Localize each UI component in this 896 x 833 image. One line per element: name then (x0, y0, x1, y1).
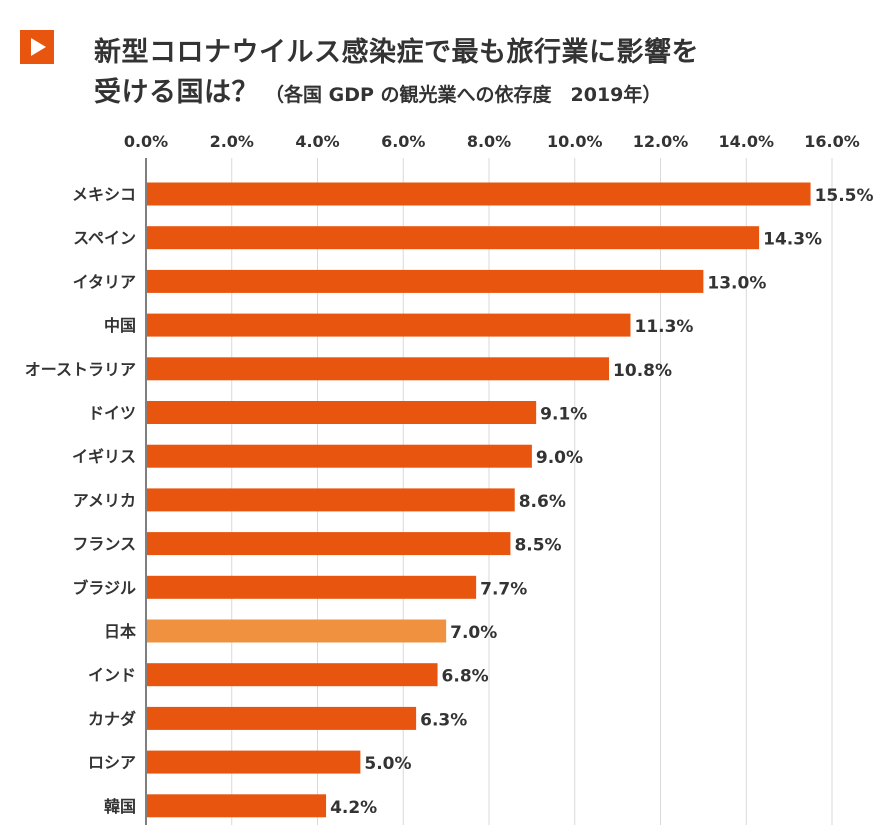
bar (147, 269, 704, 293)
bar (147, 663, 438, 687)
category-label: イギリス (72, 447, 136, 466)
bar (147, 401, 537, 424)
bar (147, 794, 327, 818)
bar (147, 619, 447, 643)
data-label: 10.8% (613, 361, 672, 381)
data-label: 8.5% (514, 536, 561, 556)
data-label: 9.0% (536, 448, 583, 468)
category-label: インド (88, 666, 136, 685)
play-icon (20, 30, 54, 64)
bar (147, 750, 361, 774)
x-tick-label: 12.0% (633, 132, 689, 151)
x-tick-label: 10.0% (547, 132, 603, 151)
chart-title-main: 受ける国は？ (94, 77, 259, 108)
bar (147, 357, 610, 381)
category-label: カナダ (88, 709, 136, 728)
bar (147, 532, 511, 556)
bar (147, 226, 760, 250)
chart-title-line2: 受ける国は？ （各国 GDP の観光業への依存度 2019年） (94, 70, 661, 109)
category-label: 中国 (104, 316, 136, 335)
data-label: 11.3% (634, 317, 693, 337)
category-label: イタリア (73, 272, 136, 291)
chart-header: 新型コロナウイルス感染症で最も旅行業に影響を 受ける国は？ （各国 GDP の観光… (20, 18, 880, 108)
category-label: ロシア (88, 753, 136, 772)
bar (147, 706, 417, 730)
x-tick-label: 16.0% (804, 132, 860, 151)
data-label: 15.5% (815, 186, 874, 206)
bar (147, 575, 477, 599)
data-label: 7.0% (450, 623, 497, 643)
category-label: ブラジル (72, 578, 136, 597)
data-label: 13.0% (707, 273, 766, 293)
category-label: オーストラリア (25, 360, 136, 379)
bar (147, 488, 515, 512)
x-tick-label: 6.0% (381, 132, 425, 151)
x-tick-label: 4.0% (295, 132, 339, 151)
category-label: 韓国 (104, 797, 136, 816)
data-label: 4.2% (330, 798, 377, 818)
category-label: メキシコ (72, 185, 136, 204)
category-label: 日本 (104, 622, 136, 641)
data-label: 14.3% (763, 230, 822, 250)
bar (147, 313, 631, 337)
data-label: 5.0% (364, 754, 411, 774)
category-label: スペイン (73, 229, 136, 248)
bar (147, 444, 532, 468)
x-tick-label: 8.0% (467, 132, 511, 151)
category-label: フランス (72, 535, 136, 554)
data-label: 8.6% (519, 492, 566, 512)
bar (147, 182, 811, 206)
x-tick-label: 14.0% (718, 132, 774, 151)
data-label: 6.3% (420, 710, 467, 730)
data-label: 6.8% (442, 667, 489, 687)
category-label: アメリカ (73, 491, 136, 510)
category-label: ドイツ (88, 404, 136, 423)
bar-chart: 0.0% 2.0% 4.0% 6.0% 8.0% 10.0% 12.0% 14.0% 16.0%… (25, 132, 874, 825)
chart-subtitle: （各国 GDP の観光業への依存度 2019年） (265, 84, 662, 106)
x-tick-label: 2.0% (210, 132, 254, 151)
data-label: 9.1% (540, 405, 587, 425)
x-tick-label: 0.0% (124, 132, 168, 151)
chart-title-line1: 新型コロナウイルス感染症で最も旅行業に影響を (94, 37, 699, 68)
data-label: 7.7% (480, 579, 527, 599)
